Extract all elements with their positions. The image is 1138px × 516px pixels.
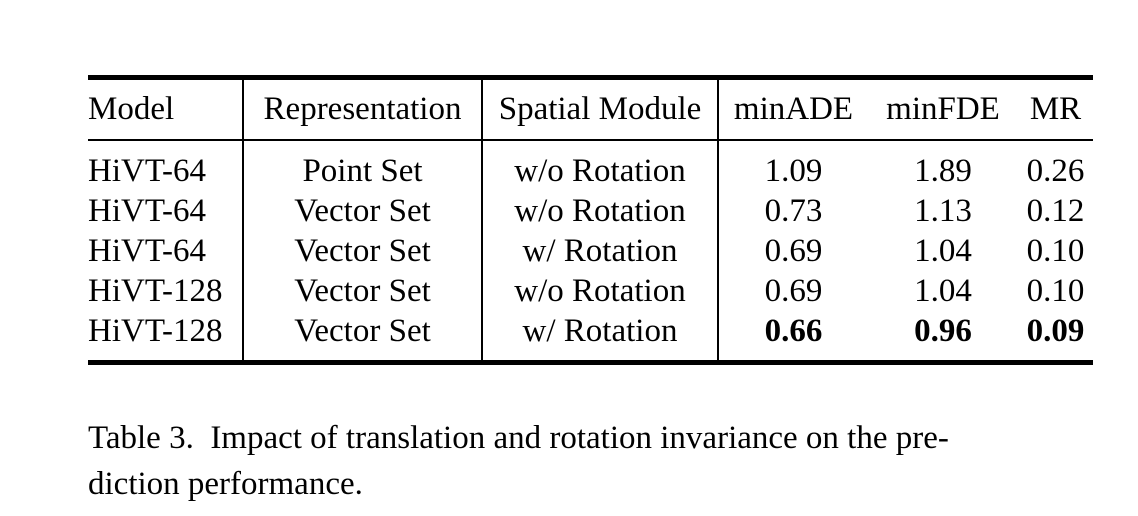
cell-spatial-module: w/ Rotation bbox=[482, 311, 719, 363]
caption-line-1: Table 3. Impact of translation and rotat… bbox=[88, 420, 949, 456]
cell-minfde: 1.13 bbox=[914, 192, 972, 229]
table-caption: Table 3. Impact of translation and rotat… bbox=[88, 415, 1103, 507]
cell-model: HiVT-64 bbox=[88, 191, 244, 231]
cell-minfde: 1.89 bbox=[914, 152, 972, 189]
cell-model: HiVT-128 bbox=[88, 311, 244, 363]
results-table: Model Representation Spatial Module minA… bbox=[88, 75, 1093, 365]
cell-minade: 0.73 bbox=[764, 192, 823, 229]
cell-spatial-module: w/o Rotation bbox=[482, 191, 719, 231]
cell-representation: Vector Set bbox=[243, 231, 483, 271]
cell-mr: 0.10 bbox=[1026, 272, 1085, 309]
caption-line-2: diction performance. bbox=[88, 466, 363, 502]
cell-representation: Vector Set bbox=[243, 311, 483, 363]
column-header-model: Model bbox=[88, 77, 244, 141]
cell-minfde: 1.04 bbox=[914, 232, 972, 269]
cell-minfde: 1.04 bbox=[914, 272, 972, 309]
cell-mr: 0.12 bbox=[1026, 192, 1085, 229]
cell-minade: 0.69 bbox=[764, 232, 823, 269]
column-header-minfde: minFDE bbox=[868, 77, 1018, 141]
cell-minade: 0.66 bbox=[764, 312, 823, 349]
cell-model: HiVT-128 bbox=[88, 271, 244, 311]
table-body: HiVT-64 Point Set w/o Rotation 1.09 1.89… bbox=[88, 140, 1093, 363]
table-row: HiVT-64 Vector Set w/o Rotation 0.73 1.1… bbox=[88, 191, 1093, 231]
cell-mr: 0.26 bbox=[1026, 152, 1085, 189]
cell-spatial-module: w/ Rotation bbox=[482, 231, 719, 271]
cell-representation: Vector Set bbox=[243, 191, 483, 231]
column-header-minade: minADE bbox=[718, 77, 868, 141]
cell-model: HiVT-64 bbox=[88, 231, 244, 271]
column-header-spatial-module: Spatial Module bbox=[482, 77, 719, 141]
cell-model: HiVT-64 bbox=[88, 140, 244, 191]
cell-minade: 0.69 bbox=[764, 272, 823, 309]
cell-minfde: 0.96 bbox=[914, 312, 972, 349]
cell-spatial-module: w/o Rotation bbox=[482, 140, 719, 191]
cell-mr: 0.10 bbox=[1026, 232, 1085, 269]
cell-representation: Point Set bbox=[243, 140, 483, 191]
cell-spatial-module: w/o Rotation bbox=[482, 271, 719, 311]
column-header-representation: Representation bbox=[243, 77, 483, 141]
cell-mr: 0.09 bbox=[1026, 312, 1085, 349]
table-header: Model Representation Spatial Module minA… bbox=[88, 77, 1093, 141]
header-row: Model Representation Spatial Module minA… bbox=[88, 77, 1093, 141]
table-row-best: HiVT-128 Vector Set w/ Rotation 0.66 0.9… bbox=[88, 311, 1093, 363]
table-row: HiVT-64 Vector Set w/ Rotation 0.69 1.04… bbox=[88, 231, 1093, 271]
column-header-mr: MR bbox=[1018, 77, 1093, 141]
cell-minade: 1.09 bbox=[764, 152, 823, 189]
cell-representation: Vector Set bbox=[243, 271, 483, 311]
table-row: HiVT-128 Vector Set w/o Rotation 0.69 1.… bbox=[88, 271, 1093, 311]
table-row: HiVT-64 Point Set w/o Rotation 1.09 1.89… bbox=[88, 140, 1093, 191]
